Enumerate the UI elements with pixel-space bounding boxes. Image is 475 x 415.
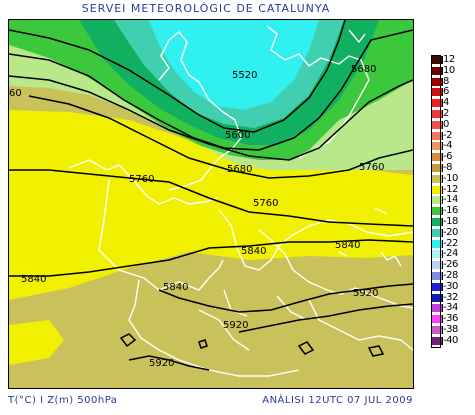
legend-swatch: [431, 336, 443, 345]
legend-swatch: [431, 326, 443, 334]
color-legend: 12 10 8 6 4 2 0 -2 -4 -6 -8 -10 -12 -14 -16 -18 -20 -22 -2…: [428, 55, 473, 355]
legend-label: -10: [443, 172, 458, 184]
legend-label: 10: [443, 64, 455, 76]
contour-label: 5920: [149, 358, 174, 369]
map-canvas: 5520 5600 5680 5680 5760 5760 5760 5840 …: [9, 20, 413, 377]
legend-swatch: [431, 315, 443, 324]
contour-label: 5760: [253, 198, 278, 209]
legend-swatch: [431, 99, 443, 108]
contour-label: 5520: [232, 70, 257, 81]
legend-label: -36: [443, 313, 458, 325]
contour-labels: 5520 5600 5680 5680 5760 5760 5760 5840 …: [9, 64, 384, 369]
variable-label: T(°C) I Z(m) 500hPa: [8, 395, 118, 406]
contour-label: 5840: [21, 274, 46, 285]
weather-map: 5520 5600 5680 5680 5760 5760 5760 5840 …: [8, 19, 414, 389]
legend-label: 2: [443, 108, 449, 119]
legend-swatch: [431, 293, 443, 302]
legend-label: -30: [443, 280, 458, 292]
legend-swatch: [431, 131, 443, 140]
legend-swatch: [431, 88, 443, 97]
legend-swatch: [431, 66, 443, 75]
legend-label: -34: [443, 302, 458, 314]
legend-swatch: [431, 185, 443, 194]
legend-swatch: [431, 250, 443, 259]
legend-swatch: [431, 164, 443, 172]
legend-swatch: [431, 196, 443, 205]
contour-label: 5920: [353, 288, 378, 299]
legend-swatch: [431, 239, 443, 248]
legend-label: 12: [443, 54, 455, 65]
legend-label: -28: [443, 270, 458, 281]
legend-label: 4: [443, 97, 449, 109]
legend-swatch: [431, 282, 443, 291]
contour-label: 5680: [351, 64, 376, 75]
legend-swatch: [431, 228, 443, 237]
legend-swatch: [431, 142, 443, 151]
legend-swatch: [431, 261, 443, 270]
legend-label: -2: [443, 129, 452, 141]
contours: [9, 20, 413, 371]
contour-label: 5840: [163, 282, 188, 293]
contour-label: 5760: [359, 162, 384, 173]
legend-label: -4: [443, 140, 452, 152]
contour-label: 5600: [225, 130, 250, 141]
legend-label: -32: [443, 291, 458, 303]
legend-label: -26: [443, 259, 458, 271]
contour-label: 5920: [223, 320, 248, 331]
legend-swatch: [431, 153, 443, 162]
legend-label: -6: [443, 151, 452, 163]
legend-label: -24: [443, 248, 458, 260]
legend-swatch: [431, 207, 443, 216]
legend-label: -20: [443, 226, 458, 238]
legend-swatch: [431, 56, 443, 64]
temp-zone-m12: [9, 110, 413, 300]
legend-swatch: [431, 77, 443, 86]
legend-swatch: [431, 218, 443, 226]
legend-label: -12: [443, 183, 458, 195]
legend-label: -40: [443, 334, 458, 346]
temp-zone-m12-patch: [9, 320, 64, 365]
legend-swatch: [431, 272, 443, 280]
temp-zone-m22: [149, 20, 319, 110]
legend-label: -18: [443, 216, 458, 227]
legend-label: -14: [443, 194, 458, 206]
legend-label: 6: [443, 86, 449, 98]
contour-label: 60: [9, 88, 22, 99]
contour-label: 5840: [241, 246, 266, 257]
legend-label: -16: [443, 205, 458, 217]
analysis-time: ANÀLISI 12UTC 07 JUL 2009: [262, 395, 413, 406]
legend-label: -8: [443, 162, 452, 173]
legend-swatch: [431, 304, 443, 313]
page-title: SERVEI METEOROLÒGIC DE CATALUNYA: [81, 2, 331, 15]
legend-swatch: [431, 174, 443, 183]
legend-label: -38: [443, 324, 458, 335]
contour-label: 5680: [227, 164, 252, 175]
legend-label: 0: [443, 118, 449, 130]
legend-label: 8: [443, 75, 449, 87]
legend-swatch: [431, 120, 443, 129]
legend-swatch: [431, 110, 443, 118]
contour-label: 5840: [335, 240, 360, 251]
legend-label: -22: [443, 237, 458, 249]
contour-label: 5760: [129, 174, 154, 185]
